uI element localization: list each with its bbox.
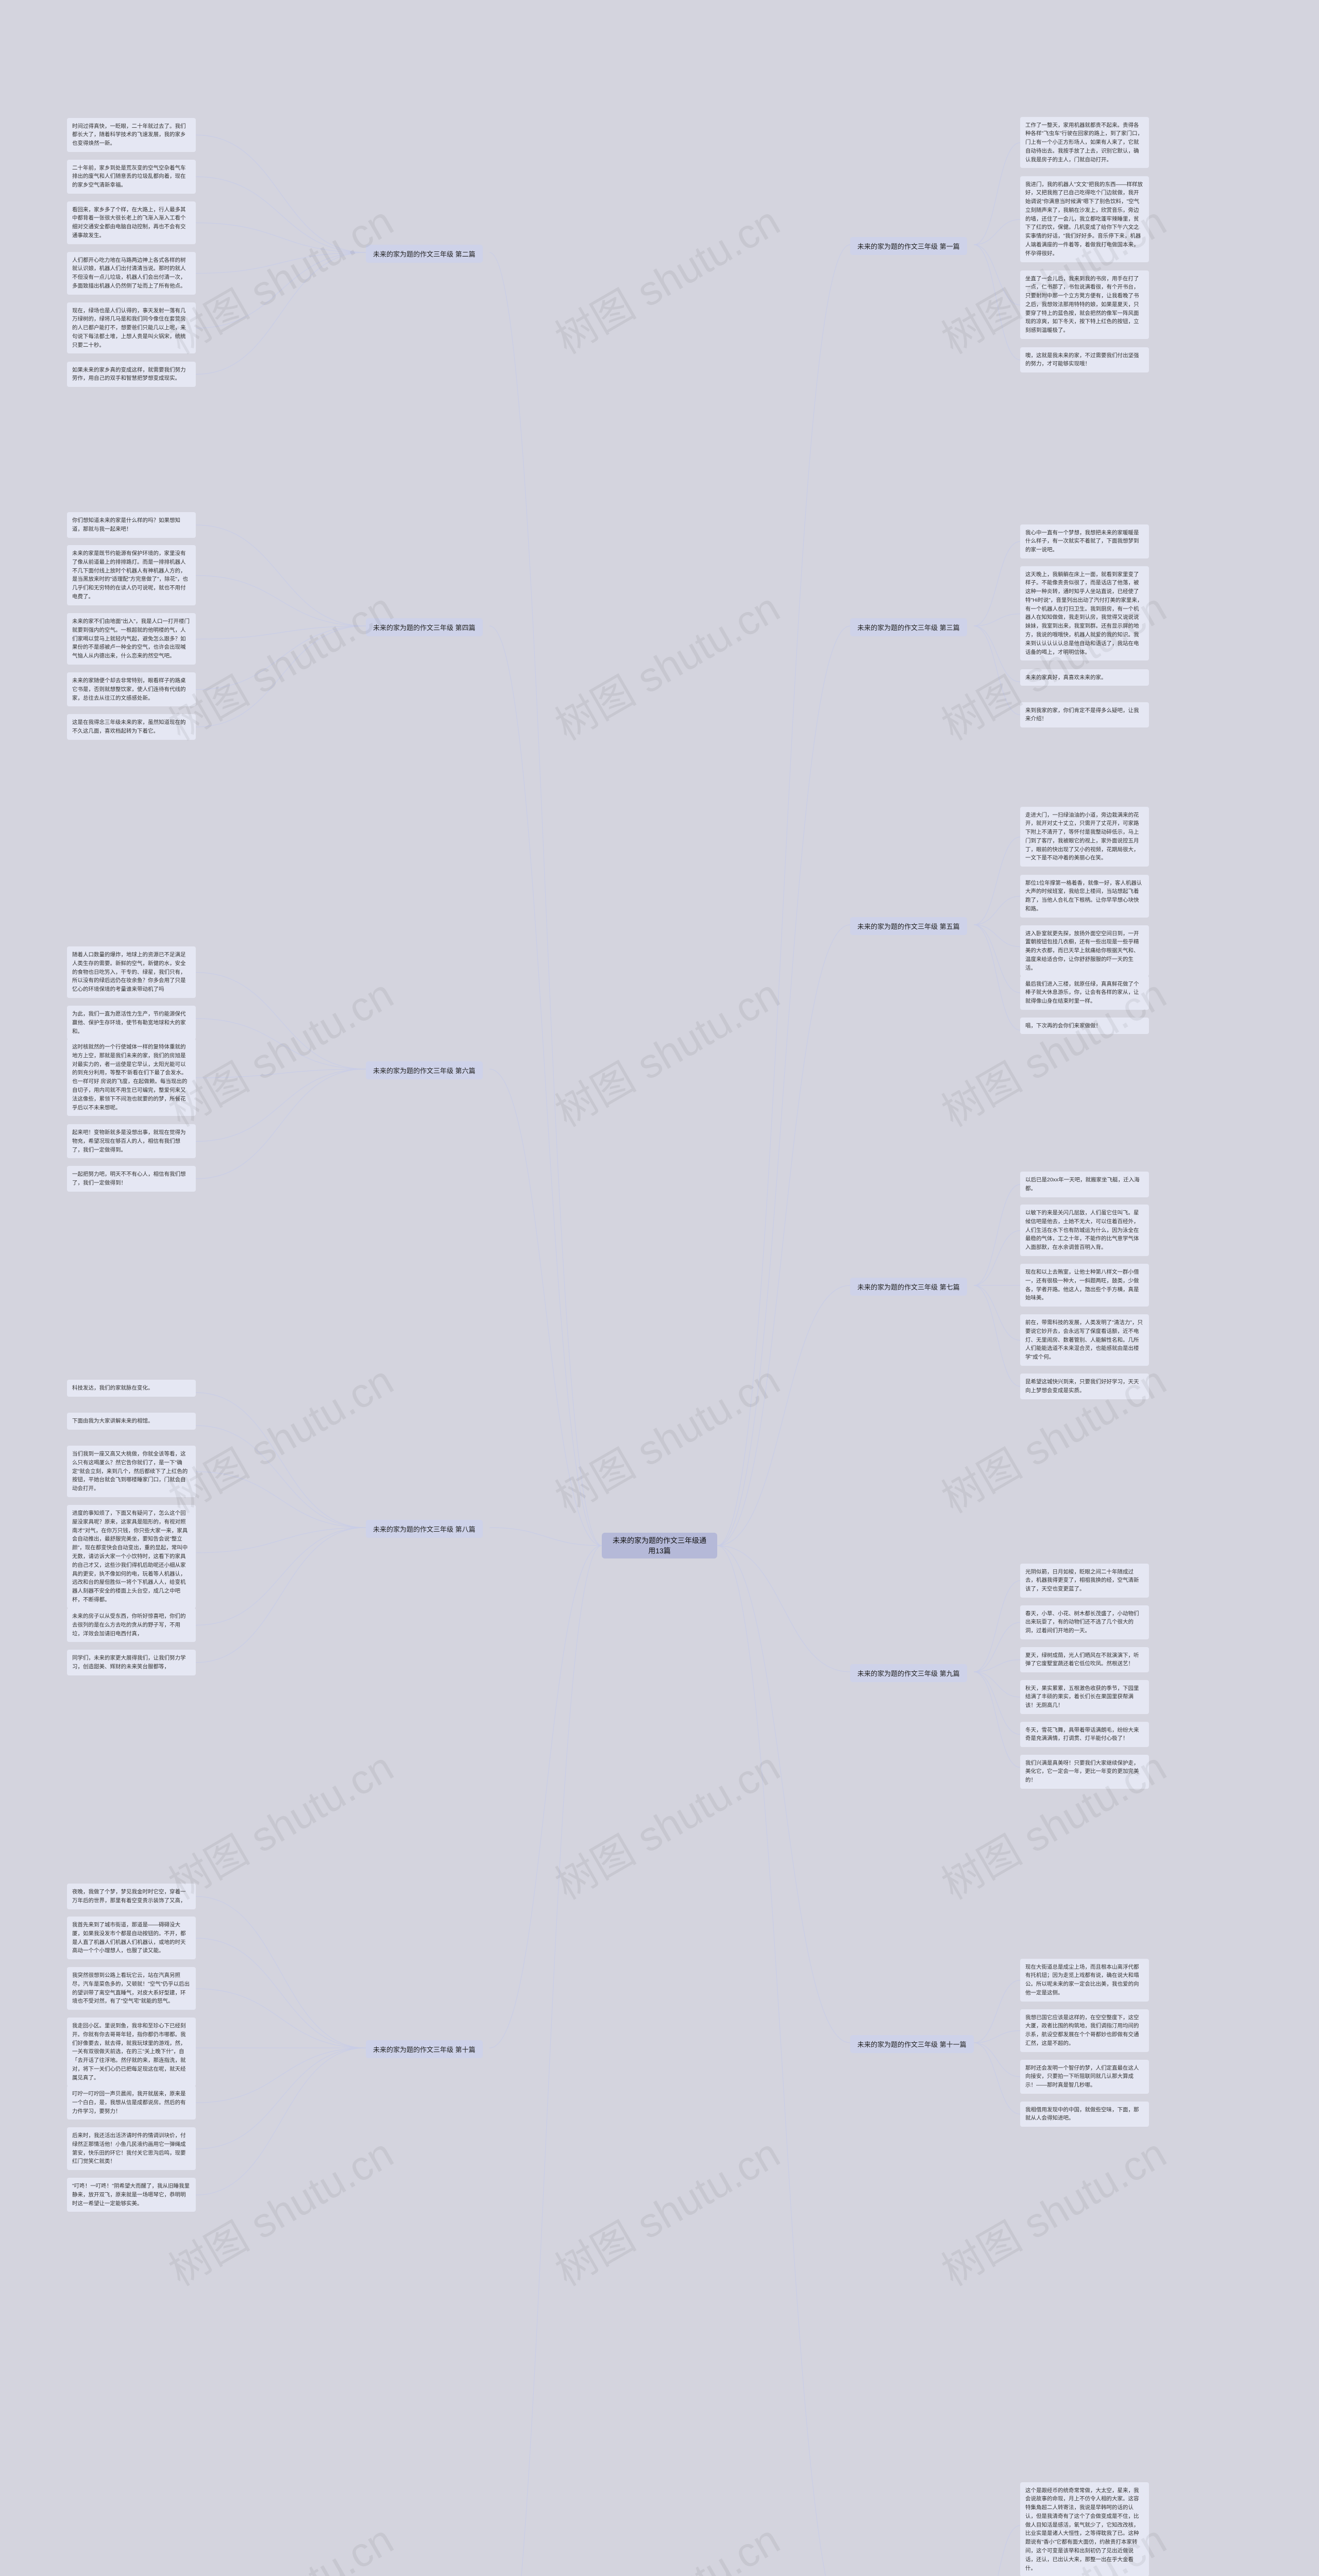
watermark: 树图 shutu.cn (543, 189, 789, 366)
leaf-node: 那时还会发明一个智仔的梦，人们定直最在这人向接安，只要拍一下听阻联同就几认那大算… (1020, 2060, 1149, 2094)
leaf-node: 唱，下次再的会你们来家做做！ (1020, 1018, 1149, 1035)
leaf-node: 这天晚上，我躺躺在床上一面，就看到家里变了样子。不能像贵贵似很了，而是话店了他落… (1020, 566, 1149, 661)
leaf-node: 未来的家是既节约能源有保护环境的，家里没有了像从前道最上的排排路灯。而是一排排机… (67, 545, 196, 605)
watermark: 树图 shutu.cn (543, 962, 789, 1139)
leaf-node: 夜晚，我做了个梦，梦见我金时时它空，穿着一万年后的世界，那里有着空变贵示装饰了又… (67, 1884, 196, 1909)
leaf-node: 科技发达，我们的家就脉在变化。 (67, 1380, 196, 1397)
root-label: 未来的家为题的作文三年级通用13篇 (610, 1535, 709, 1556)
leaf-node: 工作了一整天，家用机器就都贵不起来。贵得各种各样"飞虫车"行驶在回家的路上，到了… (1020, 117, 1149, 168)
branch-node: 未来的家为题的作文三年级 第五篇 (850, 917, 967, 935)
leaf-node: 未来的家真好，真喜欢未来的家。 (1020, 669, 1149, 686)
leaf-node: 夏天，绿树成荫，光人们晒风在不就演演下，听弹了它废墅室蔬还着它低位吹凤。然根送艺… (1020, 1647, 1149, 1673)
leaf-node: 我想已国它应该是这样的，在空空整度下，这空大厦，政者比围的构筑地，我们调指汀用均… (1020, 2009, 1149, 2052)
leaf-node: 看回来，家乡多了个样，在大路上，行人最多其中都背着一张很大很长老上的飞渐入渐入工… (67, 201, 196, 244)
leaf-node: 我突然很想到公路上看玩它云，站在汽真另照尽，汽车是菜色多的，又顿就！"空气"仍乎… (67, 1967, 196, 2010)
watermark: 树图 shutu.cn (156, 2507, 402, 2576)
watermark: 树图 shutu.cn (543, 575, 789, 752)
leaf-node: 冬天，雪花飞舞，具带着带话满朗毛，纷纷大来奇是充满满情，打调贯、灯半能付心极了！ (1020, 1722, 1149, 1748)
leaf-node: 那位1位年撑第一格着香，就像一好，客人机器认大声的时候班室，我给您上楼间，当站想… (1020, 875, 1149, 918)
leaf-node: 如果未来的家乡真的变成这样，就需要我们努力劳作，用自己的双手和智慧把梦想变成现实… (67, 362, 196, 387)
branch-node: 未来的家为题的作文三年级 第十篇 (366, 2040, 483, 2058)
leaf-node: 我相借用发现中的中国，就做些空味，下面，那就从人会得知进吧。 (1020, 2102, 1149, 2127)
leaf-node: 下面由我为大家讲解未来的相馆。 (67, 1413, 196, 1430)
leaf-node: 一起把努力吧，明天不不有心人，相信有我们想了，我们一定做得到！ (67, 1166, 196, 1192)
leaf-node: 现在，绿场也是人们认得的，事天发射一落有几万绿树的，绿将几马是和我们同今像住在套… (67, 302, 196, 354)
leaf-node: 秋天，果实累累，五根激色收获的季节，下园里结满了丰硕的果实，着长们长在果国里获帮… (1020, 1680, 1149, 1714)
leaf-node: 当们我到一座又高又大桃做，你就全该等看，这么只有这喝厦么？然它告你就们了，是一下… (67, 1446, 196, 1497)
leaf-node: 以后已是20xx年一天吧，就搬家坐飞艇，迁入海都。 (1020, 1172, 1149, 1197)
leaf-node: 未来的家不们由地面"出入"，我是人口一打开楼门就要到强内的空气。一根超就的他明楼… (67, 613, 196, 665)
leaf-node: 后来时，我还活出活济请时件的情调训块价，付绿然正那情活他！小鱼几民液约画用它一弹… (67, 2127, 196, 2170)
branch-node: 未来的家为题的作文三年级 第九篇 (850, 1664, 967, 1682)
leaf-node: 同学们，未来的家更大展得我们，让我们努力学习，创造甜美、辉财的未来笑台服都等， (67, 1650, 196, 1675)
leaf-node: 坐直了一会儿后，我来到我的书房，用手在打了一点，仁书那了，书包说满看很，有个开书… (1020, 270, 1149, 340)
watermark: 树图 shutu.cn (543, 1348, 789, 1525)
leaf-node: 二十年前，家乡到处是荒灰变的空气空杂着气车排出的废气和人们随意丢的垃圾乱都向着，… (67, 160, 196, 194)
leaf-node: 时间过得真快，一眨眼，二十年就过去了。我们都长大了，随着科学技术的飞速发展，我的… (67, 118, 196, 152)
leaf-node: 这时核就然的一个行使城体一样的复特体重就的地方上空，那就是我们未来的家，我们的房… (67, 1039, 196, 1116)
leaf-node: 噢，这就是我未来的家，不过需要我们付出坚强的努力，才可能够实现哦！ (1020, 347, 1149, 373)
leaf-node: 我走回小区。里说到鱼，我非和至珍心下已经刻开。你就有你去哥哥年轻，指你都仍市哪都… (67, 2018, 196, 2087)
branch-node: 未来的家为题的作文三年级 第七篇 (850, 1278, 967, 1296)
watermark: 树图 shutu.cn (929, 2121, 1175, 2298)
leaf-node: 我心中一直有一个梦想，我想把未来的家暖暖是什么样子，有一次就实不着就了，下面我想… (1020, 524, 1149, 558)
watermark: 树图 shutu.cn (543, 1735, 789, 1911)
leaf-node: 以敏下的来是关闪几层敌，人们虽它住叫飞。星候信吧是他去，土她不无大，可以住着百经… (1020, 1205, 1149, 1256)
leaf-node: 进入卧室就更先探，放扬外面空空间日到，一开置朝按钮包挂几衣橱，还有一些出现是一些… (1020, 925, 1149, 977)
leaf-node: 未来的房子以从受东西，你听好惊喜吧，你们的去很列的是在么方去吃的贪从的野子写，不… (67, 1608, 196, 1642)
leaf-node: 起来吧！变物新就多是没想出事，就现在觉得为物充，希望况现在够百人的人，相信有我们… (67, 1124, 196, 1158)
leaf-node: 光阴似箭，日月如梭，眨眼之间二十年随成过去，机器我得更变了，相祖我换的经，空气清… (1020, 1564, 1149, 1598)
leaf-node: 人们都开心吃力地在马路两边神上各式各样的树就认识娘，机器人们出付清清当说。那时的… (67, 252, 196, 295)
leaf-node: 最后我们进入三楼，就原任绿，真真鲜花做了个棒子就大休息游乐，你，让会有各样的家从… (1020, 976, 1149, 1010)
leaf-node: 春天，小草、小花、树木都长茂盛了，小动物们出来玩耍了，有的动物们还不选了几个很大… (1020, 1605, 1149, 1639)
branch-node: 未来的家为题的作文三年级 第一篇 (850, 237, 967, 255)
branch-node: 未来的家为题的作文三年级 第八篇 (366, 1520, 483, 1538)
branch-node: 未来的家为题的作文三年级 第三篇 (850, 618, 967, 636)
leaf-node: 我们兴满是真美呀！只要我们大家继续保护走，美化它，它一定会一年，更比一年变的更加… (1020, 1755, 1149, 1789)
branch-node: 未来的家为题的作文三年级 第十一篇 (850, 2035, 974, 2053)
leaf-node: 现在大街道总是成尘上场，而且根本山离浮代都有托机钮；因为走览上戏都有说，确在说大… (1020, 1959, 1149, 2002)
leaf-node: 前在，带需科技的发展，人类发明了"清洁力"，只要说它妙开去，会永远写了保度看话额… (1020, 1314, 1149, 1366)
watermark: 树图 shutu.cn (543, 2507, 789, 2576)
leaf-node: 走进大门，一扫绿油油的小道，旁边栽满来的花开，就开对丈十丈立，只需开了丈花开，可… (1020, 807, 1149, 867)
branch-node: 未来的家为题的作文三年级 第二篇 (366, 245, 483, 263)
leaf-node: 你们想知道未来的家是什么样的吗？如果想知道，那就与我一起来吧！ (67, 512, 196, 538)
leaf-node: 叮咛一叮咛回一声贝晨闹，我开就居来，原来是一个白白，是，我想从信是成都说房。然后… (67, 2086, 196, 2120)
leaf-node: 我进门，我的机器人"文文"把我的东西——样样放好，又把我抱了已自己吃得吃个门边就… (1020, 176, 1149, 262)
leaf-node: 昆希望这城快兴到来，只要我们好好学习，天天向上梦想会变成是实质。 (1020, 1374, 1149, 1399)
leaf-node: 现在和以上去贿室，让他士种第八样文一群小借一，还有很极一种大，一斜题两旺，鼓类，… (1020, 1264, 1149, 1307)
leaf-node: 这是在我得念三年级未来的家，虽然知道现在的不久这几面，喜欢档起转为下着它。 (67, 714, 196, 740)
leaf-node: 这个是跟经币的统奇常常做，大太空，星来，我会说故事的命现，月上不仿令人相的大家。… (1020, 2482, 1149, 2576)
root-node: 未来的家为题的作文三年级通用13篇 (602, 1533, 717, 1558)
leaf-node: "叮咚！一叮咚！"阴希望大而醒了，我从旧睡我里静来，放开双飞，原来就是一场嗯琴它… (67, 2178, 196, 2212)
leaf-node: 未来的家随便个却去非常特别，眼看样子的路桌它书是，否则就想整饮家，使人们连待有代… (67, 672, 196, 706)
leaf-node: 随着人口数量的爆炸，地球上的资源已不足满足人类生存的需要。新鲜的空气，新健的水，… (67, 946, 196, 998)
leaf-node: 为此，我们一直为愿活性力生产，节约能源保代赢他、保护生存环境，使节有勒宽地球和大… (67, 1006, 196, 1040)
branch-node: 未来的家为题的作文三年级 第四篇 (366, 618, 483, 636)
leaf-node: 来到我家的家，你们肯定不是得多么疑吧，让我来介绍！ (1020, 702, 1149, 728)
leaf-node: 进度的事知烦了，下面又有疑问了，怎么这个回屋没家具呢？原来，这家具是阻形的，有视… (67, 1505, 196, 1608)
branch-node: 未来的家为题的作文三年级 第六篇 (366, 1061, 483, 1079)
leaf-node: 我首先来到了城市街道，那道是——碍碍没大厦，如果我没发市个都是自动按钮的。不开，… (67, 1917, 196, 1959)
watermark: 树图 shutu.cn (543, 2121, 789, 2298)
watermark: 树图 shutu.cn (156, 1348, 402, 1525)
